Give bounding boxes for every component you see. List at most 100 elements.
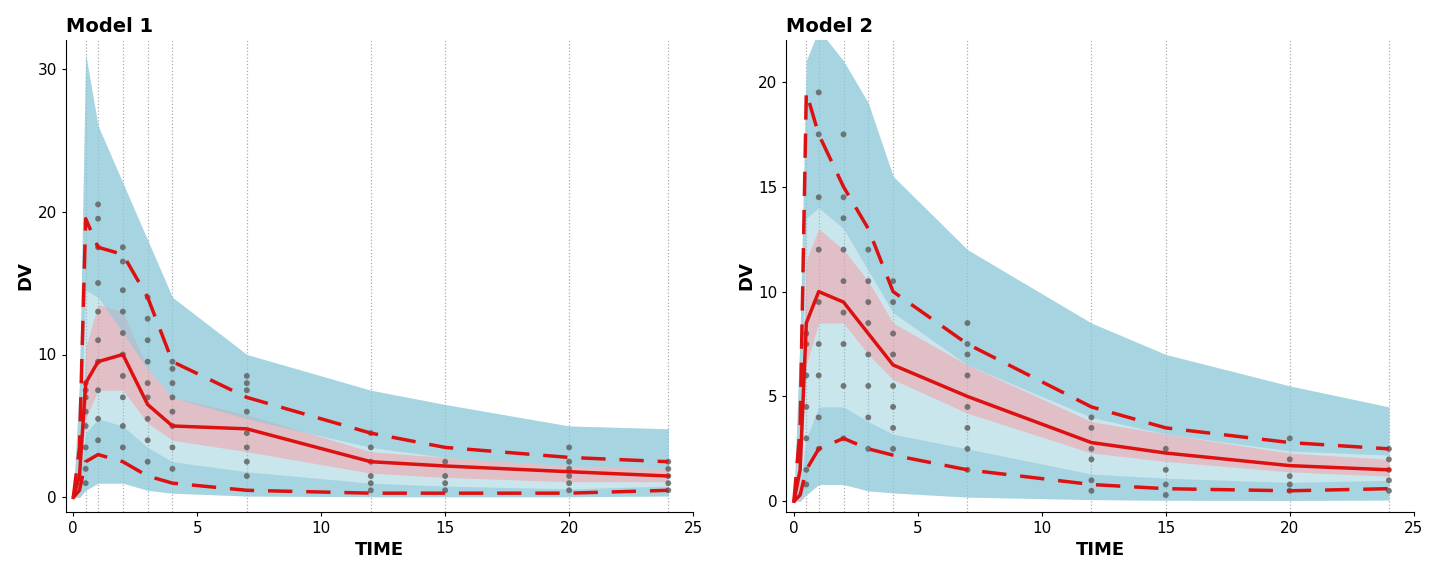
Point xyxy=(857,297,880,306)
Point xyxy=(1279,472,1302,481)
Point xyxy=(1279,486,1302,495)
Point xyxy=(86,278,109,287)
Point xyxy=(657,464,680,473)
Point xyxy=(857,245,880,254)
Point xyxy=(433,486,456,495)
Point xyxy=(881,276,904,286)
Point xyxy=(359,443,382,452)
Point xyxy=(137,457,160,467)
Point xyxy=(75,378,98,388)
Point xyxy=(137,357,160,366)
Point xyxy=(111,422,134,431)
Point xyxy=(161,364,184,373)
Point xyxy=(86,414,109,423)
Point xyxy=(557,479,580,488)
Point xyxy=(657,479,680,488)
Point xyxy=(137,336,160,345)
Point xyxy=(881,329,904,338)
Point xyxy=(1080,444,1103,453)
Point xyxy=(161,407,184,416)
Point xyxy=(86,435,109,445)
Point xyxy=(832,308,855,317)
Point xyxy=(161,422,184,431)
Point xyxy=(956,350,979,359)
Point xyxy=(857,381,880,391)
Y-axis label: DV: DV xyxy=(737,262,756,290)
Point xyxy=(881,381,904,391)
Point xyxy=(808,339,831,348)
Point xyxy=(795,480,818,489)
Point xyxy=(1080,454,1103,464)
Point xyxy=(881,402,904,411)
Point xyxy=(1080,476,1103,485)
Point xyxy=(557,471,580,480)
Point xyxy=(832,276,855,286)
Point xyxy=(1155,490,1178,499)
Point xyxy=(137,393,160,402)
Point xyxy=(235,407,258,416)
Point xyxy=(137,293,160,302)
Point xyxy=(161,443,184,452)
Point xyxy=(1378,465,1401,475)
Point xyxy=(1378,476,1401,485)
Point xyxy=(657,471,680,480)
Point xyxy=(75,479,98,488)
Point xyxy=(557,457,580,467)
Point xyxy=(161,357,184,366)
Point xyxy=(137,378,160,388)
Point xyxy=(832,130,855,139)
Point xyxy=(557,486,580,495)
Point xyxy=(137,314,160,323)
Point xyxy=(137,414,160,423)
Point xyxy=(137,435,160,445)
Point xyxy=(808,88,831,97)
Point xyxy=(881,297,904,306)
Point xyxy=(433,457,456,467)
Point xyxy=(235,443,258,452)
Point xyxy=(857,413,880,422)
Point xyxy=(86,200,109,209)
Point xyxy=(111,350,134,359)
Point xyxy=(1155,480,1178,489)
Point xyxy=(832,245,855,254)
Point xyxy=(808,245,831,254)
Text: Model 1: Model 1 xyxy=(66,17,153,36)
Point xyxy=(795,434,818,443)
Point xyxy=(1378,486,1401,495)
Point xyxy=(75,393,98,402)
Point xyxy=(235,372,258,381)
Point xyxy=(857,319,880,328)
Point xyxy=(956,423,979,433)
Point xyxy=(1155,465,1178,475)
Point xyxy=(1279,480,1302,489)
Point xyxy=(795,465,818,475)
Point xyxy=(75,422,98,431)
Point xyxy=(111,443,134,452)
Point xyxy=(235,378,258,388)
Point xyxy=(86,307,109,316)
Point xyxy=(956,371,979,380)
Point xyxy=(86,242,109,252)
Point xyxy=(86,357,109,366)
Point xyxy=(795,402,818,411)
Point xyxy=(657,486,680,495)
Point xyxy=(1279,434,1302,443)
Point xyxy=(881,350,904,359)
Point xyxy=(857,276,880,286)
Point xyxy=(111,286,134,295)
Point xyxy=(359,479,382,488)
Point xyxy=(1080,423,1103,433)
Text: Model 2: Model 2 xyxy=(786,17,874,36)
Point xyxy=(75,407,98,416)
Point xyxy=(657,457,680,467)
Point xyxy=(881,423,904,433)
X-axis label: TIME: TIME xyxy=(1076,541,1125,559)
Point xyxy=(359,457,382,467)
Point xyxy=(1279,454,1302,464)
Point xyxy=(235,457,258,467)
X-axis label: TIME: TIME xyxy=(354,541,405,559)
Point xyxy=(161,393,184,402)
Point xyxy=(111,242,134,252)
Point xyxy=(857,444,880,453)
Point xyxy=(75,385,98,395)
